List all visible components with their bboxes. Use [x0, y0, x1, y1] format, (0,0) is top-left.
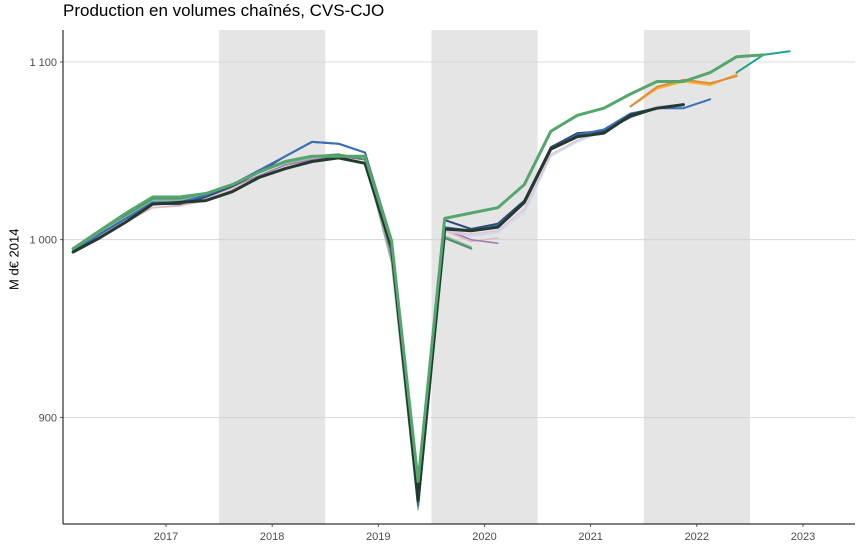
x-tick-label-2019: 2019 — [366, 531, 390, 543]
axes — [60, 30, 855, 527]
x-tick-label-2023: 2023 — [791, 531, 815, 543]
x-tick-label-2020: 2020 — [472, 531, 496, 543]
series-line-11 — [629, 75, 738, 108]
x-tick-label-2018: 2018 — [260, 531, 284, 543]
x-tick-labels: 2017 2018 2019 2020 2021 2022 2023 — [154, 531, 815, 543]
x-tick-label-2021: 2021 — [578, 531, 602, 543]
x-tick-label-2017: 2017 — [154, 531, 178, 543]
y-tick-label-1000: 1 000 — [29, 235, 57, 247]
y-tick-label-900: 900 — [39, 412, 57, 424]
series-line-9 — [72, 98, 712, 506]
shaded-band-2020 — [431, 30, 538, 524]
shaded-band-2018 — [219, 30, 326, 524]
shaded-year-bands — [219, 30, 750, 524]
series-line-12 — [71, 103, 685, 503]
y-tick-labels: 900 1 000 1 100 — [29, 57, 57, 424]
x-tick-label-2022: 2022 — [685, 531, 709, 543]
chart-title: Production en volumes chaînés, CVS-CJO — [63, 1, 385, 20]
y-tick-label-1100: 1 100 — [29, 57, 57, 69]
series-line-14 — [71, 53, 765, 483]
gridlines — [63, 61, 855, 418]
series-line-8 — [72, 103, 685, 486]
shaded-band-2022 — [643, 30, 750, 524]
series-lines — [71, 50, 791, 511]
